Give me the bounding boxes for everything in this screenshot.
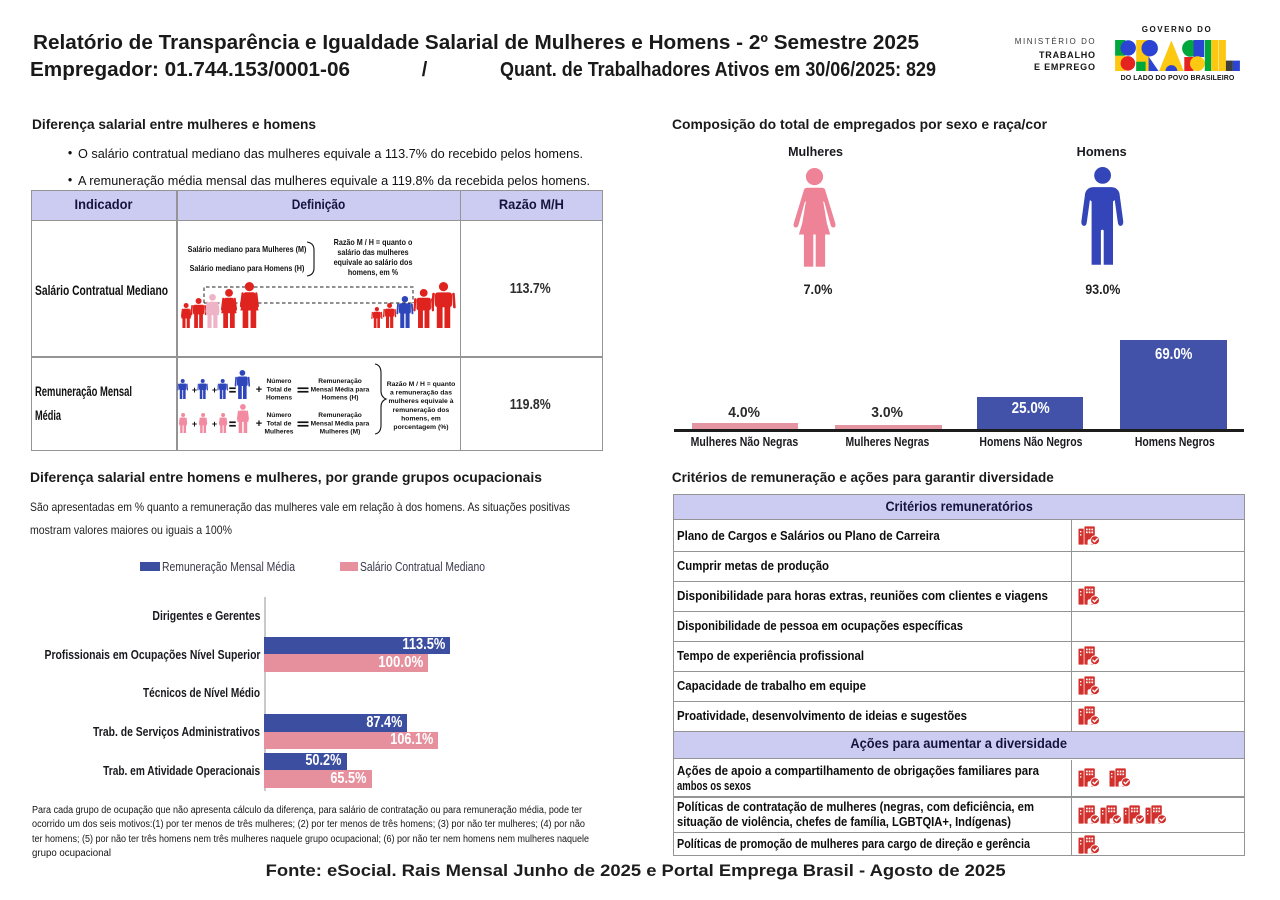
svg-text:Mulheres: Mulheres — [265, 428, 294, 435]
svg-text:Remuneração: Remuneração — [318, 378, 362, 385]
svg-text:+: + — [256, 384, 262, 396]
svg-text:+: + — [212, 385, 217, 395]
svg-text:remuneração dos: remuneração dos — [393, 406, 450, 413]
svg-text:+: + — [212, 419, 217, 429]
svg-text:+: + — [192, 385, 197, 395]
svg-text:equivale ao salário dos: equivale ao salário dos — [334, 258, 413, 267]
svg-text:Número: Número — [267, 412, 292, 419]
svg-text:Remuneração: Remuneração — [318, 412, 362, 419]
svg-text:+: + — [192, 419, 197, 429]
svg-text:Razão M / H = quanto o: Razão M / H = quanto o — [334, 238, 413, 247]
svg-text:Salário mediano para Mulheres: Salário mediano para Mulheres (M) — [188, 245, 307, 254]
svg-text:porcentagem (%): porcentagem (%) — [393, 424, 448, 431]
svg-text:Número: Número — [267, 378, 292, 385]
svg-text:Salário mediano para Homens (H: Salário mediano para Homens (H) — [190, 264, 305, 273]
svg-text:homens, em %: homens, em % — [348, 268, 399, 277]
svg-text:mulheres equivale à: mulheres equivale à — [389, 398, 454, 405]
svg-text:Razão M / H = quanto: Razão M / H = quanto — [387, 381, 456, 388]
svg-text:Total de: Total de — [267, 386, 292, 393]
svg-text:homens, em: homens, em — [401, 415, 441, 422]
svg-text:Mensal Média para: Mensal Média para — [311, 420, 370, 427]
svg-text:Mensal Média para: Mensal Média para — [311, 386, 370, 393]
svg-text:Mulheres (M): Mulheres (M) — [320, 428, 361, 435]
svg-text:Homens: Homens — [266, 394, 292, 401]
svg-text:+: + — [256, 418, 262, 430]
svg-text:Total de: Total de — [267, 420, 292, 427]
svg-text:Homens (H): Homens (H) — [322, 394, 359, 401]
svg-text:a remuneração das: a remuneração das — [390, 389, 452, 396]
svg-text:salário das mulheres: salário das mulheres — [337, 248, 408, 257]
